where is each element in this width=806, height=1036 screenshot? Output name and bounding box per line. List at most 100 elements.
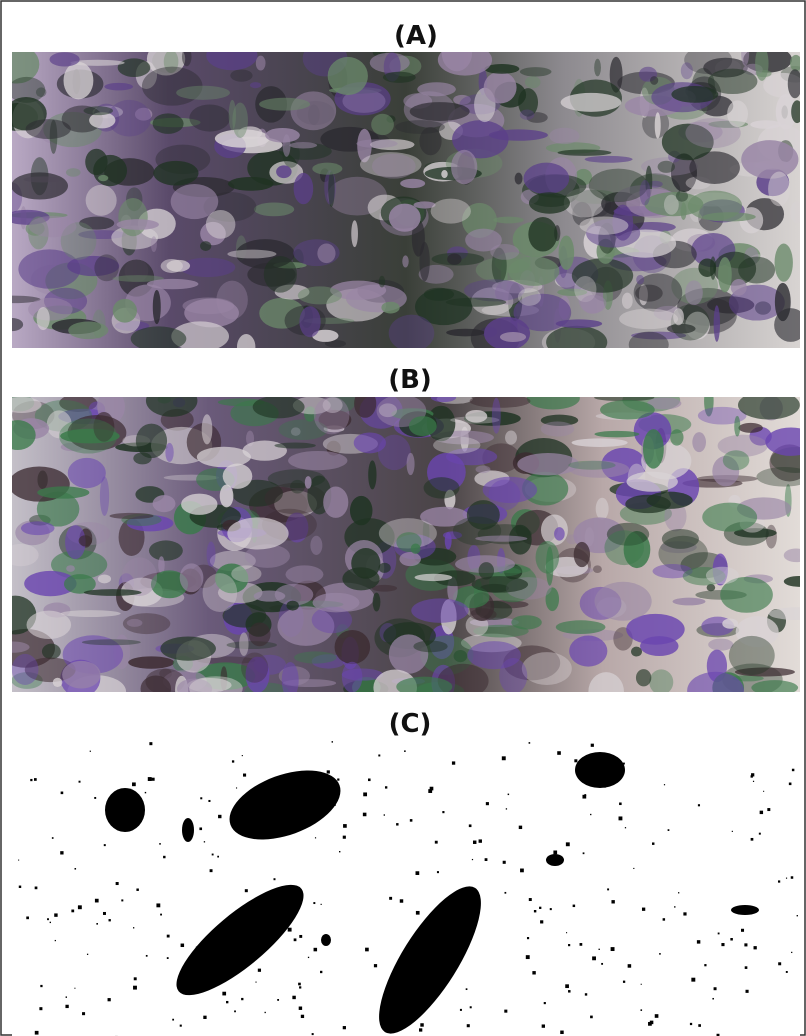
texture-spot	[350, 496, 373, 525]
texture-spot	[109, 513, 153, 519]
speck	[133, 927, 134, 928]
texture-spot	[708, 639, 733, 651]
speck	[628, 964, 632, 968]
speck	[52, 837, 54, 839]
speck	[504, 1010, 507, 1013]
texture-spot	[153, 161, 198, 186]
speck	[786, 878, 787, 879]
speck	[544, 1002, 546, 1004]
speck	[54, 913, 57, 916]
speck	[234, 1010, 236, 1012]
panel-label: (B)	[388, 365, 432, 395]
texture-spot	[631, 647, 642, 657]
speck	[583, 852, 585, 854]
texture-spot	[580, 216, 629, 234]
speck	[623, 981, 625, 983]
speck	[181, 944, 184, 947]
texture-spot	[305, 476, 312, 489]
texture-spot	[216, 281, 247, 320]
texture-spot	[227, 250, 276, 259]
texture-spot	[706, 567, 739, 584]
speck	[160, 914, 162, 916]
texture-spot	[399, 552, 421, 566]
texture-spot	[372, 154, 416, 179]
speck	[633, 868, 634, 869]
speck	[712, 998, 714, 1000]
speck	[601, 963, 603, 965]
speck	[754, 946, 757, 949]
speck	[334, 804, 336, 806]
texture-spot	[600, 400, 655, 419]
texture-spot	[419, 242, 429, 281]
speck	[210, 869, 213, 872]
speck	[258, 969, 261, 972]
speck	[199, 827, 202, 830]
texture-spot	[85, 149, 107, 175]
texture-spot	[286, 601, 298, 611]
speck	[104, 844, 106, 846]
speck	[18, 860, 19, 861]
speck	[167, 957, 169, 959]
texture-spot	[520, 67, 552, 76]
texture-spot	[738, 423, 762, 433]
speck	[308, 957, 309, 958]
speck	[698, 1024, 701, 1027]
speck	[34, 778, 37, 781]
speck	[140, 804, 143, 807]
speck	[66, 996, 67, 997]
speck	[108, 998, 111, 1001]
speck	[652, 842, 654, 844]
speck	[235, 911, 236, 912]
speck	[274, 878, 276, 880]
texture-spot	[351, 220, 358, 247]
speck	[519, 826, 522, 829]
speck	[503, 861, 506, 864]
texture-spot	[285, 565, 323, 583]
texture-spot	[373, 593, 381, 612]
speck	[35, 887, 38, 890]
speck	[132, 782, 136, 786]
texture-spot	[589, 169, 648, 202]
texture-spot	[433, 436, 480, 453]
texture-spot	[59, 418, 117, 453]
texture-spot	[467, 500, 500, 530]
texture-spot	[710, 256, 716, 280]
texture-spot	[389, 315, 435, 352]
speck	[532, 971, 535, 974]
speck	[697, 940, 700, 943]
speck	[39, 1007, 42, 1010]
texture-spot	[750, 120, 781, 128]
texture-spot	[604, 530, 644, 565]
texture-spot	[66, 565, 75, 572]
texture-spot	[21, 521, 55, 535]
texture-spot	[351, 548, 380, 579]
texture-spot	[289, 142, 317, 148]
texture-spot	[383, 72, 416, 83]
texture-spot	[153, 290, 161, 324]
texture-spot	[636, 669, 651, 686]
speck	[469, 824, 472, 827]
texture-spot	[310, 536, 322, 555]
blob	[321, 934, 331, 946]
texture-spot	[594, 431, 639, 437]
speck	[146, 955, 148, 957]
speck	[508, 794, 509, 795]
texture-spot	[323, 487, 348, 518]
texture-spot	[220, 485, 234, 508]
texture-spot	[231, 565, 261, 582]
speck	[664, 784, 665, 785]
speck	[30, 779, 32, 781]
texture-spot	[158, 556, 165, 573]
texture-spot	[149, 540, 183, 560]
speck	[396, 823, 398, 825]
texture-spot	[312, 163, 342, 175]
speck	[732, 831, 733, 832]
speck	[778, 962, 781, 965]
speck	[659, 953, 661, 955]
texture-spot	[66, 168, 81, 177]
speck	[55, 940, 56, 941]
speck	[343, 824, 347, 828]
speck	[19, 886, 21, 888]
texture-spot	[643, 429, 664, 469]
texture-spot	[181, 494, 217, 515]
